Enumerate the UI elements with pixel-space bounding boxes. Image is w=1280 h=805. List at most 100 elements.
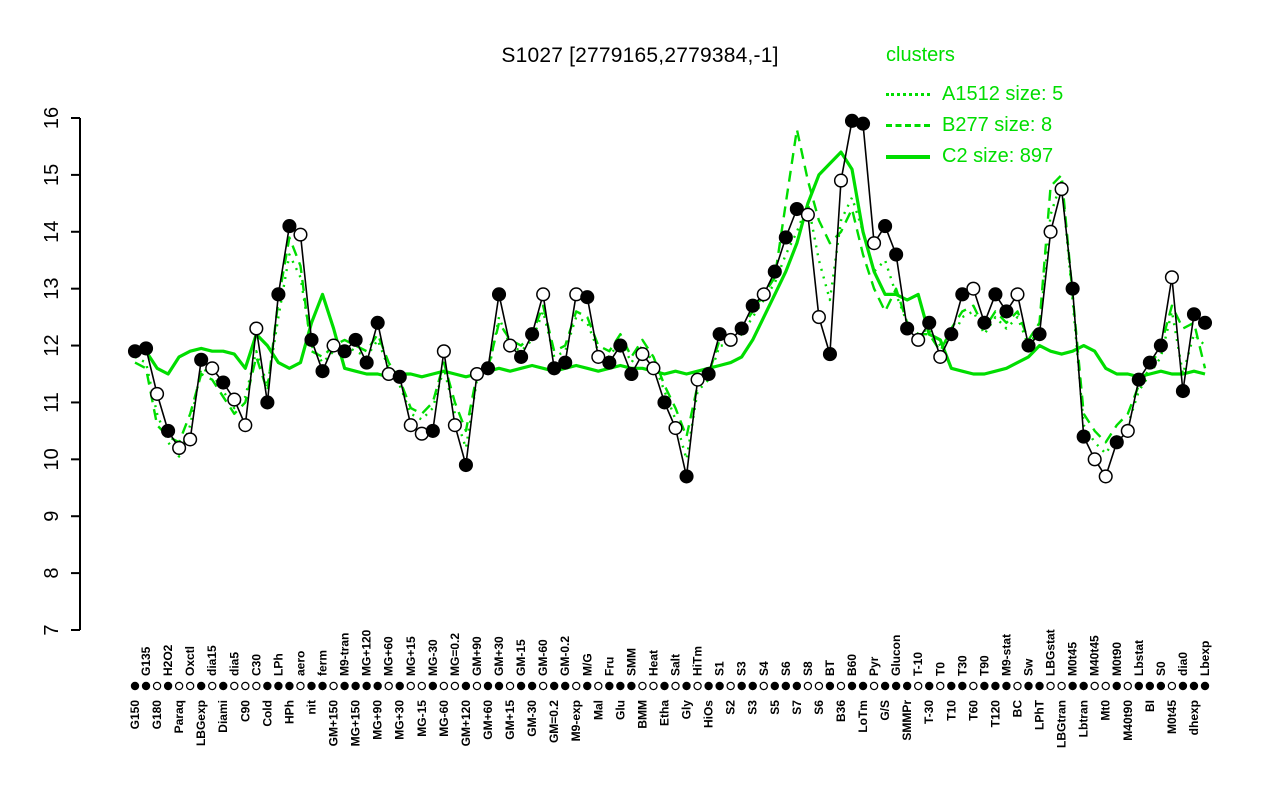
svg-text:H2O2: H2O2 [161, 644, 175, 676]
svg-text:S6: S6 [779, 661, 793, 676]
svg-text:aero: aero [293, 651, 307, 676]
svg-text:8: 8 [41, 568, 63, 579]
svg-text:S1: S1 [713, 661, 727, 676]
svg-text:LPhT: LPhT [1033, 699, 1047, 730]
svg-text:Pyr: Pyr [867, 656, 881, 676]
svg-text:GM+150: GM+150 [327, 700, 341, 747]
svg-text:11: 11 [41, 392, 63, 413]
svg-text:BT: BT [823, 659, 837, 676]
svg-text:HiOs: HiOs [702, 700, 716, 728]
svg-text:G180: G180 [150, 700, 164, 730]
dashed-line-icon [886, 124, 930, 127]
svg-text:T-10: T-10 [911, 652, 925, 676]
legend-entry-label: B277 size: 8 [942, 114, 1053, 136]
svg-text:B60: B60 [845, 654, 859, 676]
svg-text:Lbexp: Lbexp [1198, 641, 1212, 676]
svg-text:T-30: T-30 [922, 700, 936, 724]
svg-text:MG+90: MG+90 [371, 700, 385, 740]
svg-text:BI: BI [1143, 700, 1157, 712]
svg-text:LBGexp: LBGexp [194, 700, 208, 746]
svg-text:BC: BC [1010, 700, 1024, 718]
svg-text:MG-30: MG-30 [426, 639, 440, 676]
svg-text:Salt: Salt [669, 654, 683, 676]
svg-text:Heat: Heat [646, 650, 660, 676]
svg-text:14: 14 [41, 221, 63, 243]
svg-text:Fru: Fru [602, 657, 616, 676]
svg-text:Mal: Mal [591, 700, 605, 720]
svg-text:T10: T10 [944, 700, 958, 721]
y-axis [71, 117, 81, 631]
svg-text:MG+60: MG+60 [382, 636, 396, 676]
svg-text:G135: G135 [139, 646, 153, 676]
svg-text:G150: G150 [128, 700, 142, 730]
svg-text:dia0: dia0 [1176, 652, 1190, 676]
svg-text:Diami: Diami [216, 700, 230, 733]
series-B277 [134, 128, 1207, 444]
svg-text:15: 15 [41, 164, 63, 186]
svg-text:S8: S8 [801, 661, 815, 676]
svg-text:GM+15: GM+15 [503, 700, 517, 740]
svg-text:HiTm: HiTm [691, 646, 705, 676]
svg-text:Sw: Sw [1022, 658, 1036, 676]
svg-text:GM+30: GM+30 [492, 636, 506, 676]
x-axis-labels: G150 G135 G180 H2O2 Paraq Oxctl LBGexp dia15 Dia… [128, 629, 1212, 748]
svg-text:GM-30: GM-30 [525, 700, 539, 737]
svg-text:S0: S0 [1154, 661, 1168, 676]
svg-text:Oxctl: Oxctl [183, 646, 197, 676]
svg-text:SMMPr: SMMPr [900, 700, 914, 741]
legend-entry-c2: C2 size: 897 [886, 141, 1063, 172]
svg-text:GM+120: GM+120 [459, 700, 473, 747]
svg-text:Glu: Glu [613, 700, 627, 720]
svg-text:MG-60: MG-60 [437, 700, 451, 737]
svg-text:M0t90: M0t90 [1110, 642, 1124, 676]
svg-text:S2: S2 [724, 700, 738, 715]
svg-text:S3: S3 [735, 661, 749, 676]
svg-text:9: 9 [41, 511, 63, 522]
svg-text:G/S: G/S [878, 700, 892, 721]
legend: clusters A1512 size: 5 B277 size: 8 C2 s… [886, 44, 1063, 172]
svg-text:Mt0: Mt0 [1099, 700, 1113, 721]
svg-text:S4: S4 [757, 661, 771, 676]
series-profile [134, 120, 1206, 478]
svg-text:HPh: HPh [282, 700, 296, 724]
svg-text:12: 12 [41, 334, 63, 356]
svg-text:M40t90: M40t90 [1121, 700, 1135, 741]
svg-text:T0: T0 [933, 662, 947, 676]
y-axis-labels: 7 8 9 10 11 12 13 14 15 16 [41, 107, 63, 636]
svg-text:MG+150: MG+150 [349, 700, 363, 747]
svg-text:GM=0.2: GM=0.2 [547, 700, 561, 743]
svg-text:C90: C90 [238, 700, 252, 722]
svg-text:Cold: Cold [260, 700, 274, 727]
svg-text:BMM: BMM [635, 700, 649, 729]
svg-text:SMM: SMM [624, 648, 638, 676]
svg-text:ferm: ferm [316, 650, 330, 676]
svg-text:LBGtran: LBGtran [1055, 700, 1069, 748]
svg-text:Lbstat: Lbstat [1132, 640, 1146, 676]
chart-title: S1027 [2779165,2779384,-1] [501, 44, 779, 67]
series-C2 [135, 150, 1206, 379]
svg-text:T120: T120 [988, 700, 1002, 728]
svg-text:Paraq: Paraq [172, 700, 186, 733]
dotted-line-icon [886, 93, 930, 96]
series-A1512 [134, 179, 1206, 461]
x-axis-dots [130, 681, 1210, 691]
svg-text:MG+30: MG+30 [393, 700, 407, 740]
svg-text:10: 10 [41, 448, 63, 470]
svg-text:MG+15: MG+15 [404, 636, 418, 676]
svg-text:dia15: dia15 [205, 645, 219, 676]
svg-text:Etha: Etha [657, 700, 671, 726]
svg-text:M0t45: M0t45 [1165, 700, 1179, 734]
svg-text:M9-stat: M9-stat [999, 634, 1013, 676]
svg-text:GM-60: GM-60 [536, 639, 550, 676]
svg-text:MG+120: MG+120 [360, 629, 374, 676]
legend-entry-a1512: A1512 size: 5 [886, 79, 1063, 110]
svg-text:C30: C30 [249, 654, 263, 676]
legend-entry-b277: B277 size: 8 [886, 110, 1063, 141]
svg-text:M40t45: M40t45 [1088, 635, 1102, 676]
svg-text:LPh: LPh [271, 653, 285, 676]
svg-text:T90: T90 [977, 655, 991, 676]
svg-text:MG=0.2: MG=0.2 [448, 633, 462, 676]
svg-text:M9-tran: M9-tran [338, 633, 352, 676]
svg-text:7: 7 [41, 624, 63, 635]
